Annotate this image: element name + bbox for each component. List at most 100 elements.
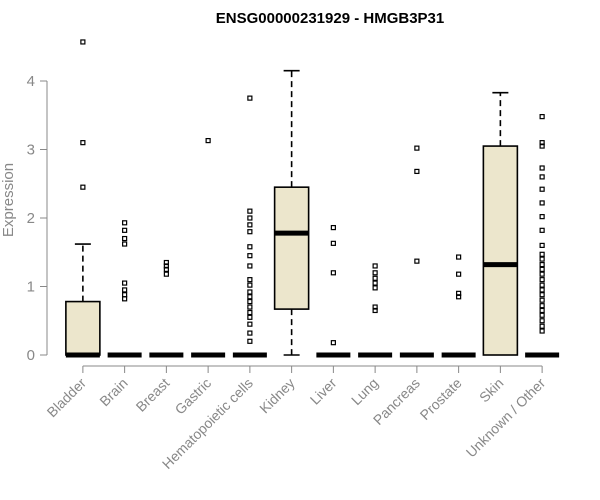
box-group — [65, 39, 101, 358]
outlier-point — [247, 338, 253, 344]
outlier-point — [247, 330, 253, 336]
outlier-point — [205, 137, 211, 144]
outlier-point — [414, 145, 420, 151]
x-tick-label: Prostate — [417, 375, 465, 423]
outlier-point — [539, 292, 545, 298]
y-tick-label: 3 — [27, 142, 35, 159]
outlier-point — [372, 304, 378, 310]
y-tick-label: 2 — [27, 210, 35, 227]
y-tick-label: 1 — [27, 279, 35, 296]
x-tick-label: Unknown / Other — [463, 375, 549, 461]
outlier-point — [330, 340, 336, 346]
box-group — [525, 114, 560, 358]
outlier-point — [247, 298, 253, 305]
outlier-point — [539, 251, 545, 257]
outlier-point — [539, 277, 545, 283]
outlier-point — [330, 240, 336, 246]
outlier-point — [247, 263, 253, 269]
outlier-point — [247, 244, 253, 250]
box-group — [482, 91, 519, 356]
outlier-point — [122, 280, 128, 286]
outlier-point — [539, 282, 545, 288]
box — [482, 145, 519, 356]
outlier-point — [122, 292, 128, 298]
outlier-point — [372, 275, 378, 281]
y-axis: 0 1 2 3 4 — [27, 73, 48, 364]
outlier-point — [414, 258, 420, 264]
outlier-point — [122, 287, 128, 293]
outlier-point — [247, 314, 253, 320]
outlier-point — [539, 214, 545, 220]
outlier-point — [247, 229, 253, 235]
outlier-point — [539, 307, 545, 314]
outlier-point — [539, 242, 545, 248]
y-tick-label: 0 — [27, 347, 35, 364]
outlier-point — [247, 321, 253, 327]
x-tick-label: Bladder — [44, 375, 90, 421]
chart-title: ENSG00000231929 - HMGB3P31 — [216, 10, 444, 27]
x-tick-label: Lung — [348, 375, 381, 408]
outlier-point — [539, 200, 545, 206]
outlier-point — [539, 297, 545, 303]
outlier-point — [247, 222, 253, 228]
box — [273, 186, 310, 310]
outlier-point — [247, 95, 253, 101]
outlier-point — [456, 271, 462, 277]
outlier-point — [247, 277, 253, 283]
outlier-point — [539, 140, 545, 146]
outlier-point — [414, 168, 420, 175]
outlier-point — [122, 220, 128, 226]
outlier-point — [247, 215, 253, 221]
box-group — [191, 137, 226, 358]
outlier-point — [539, 266, 545, 272]
outlier-point — [163, 271, 169, 277]
outlier-point — [330, 270, 336, 276]
outlier-point — [80, 39, 86, 45]
outlier-point — [372, 280, 378, 286]
outlier-point — [247, 309, 253, 316]
outlier-point — [163, 259, 169, 266]
box-group — [149, 259, 184, 358]
outlier-point — [539, 261, 545, 268]
outlier-point — [539, 303, 545, 309]
outlier-point — [330, 224, 336, 231]
outlier-point — [247, 253, 253, 259]
y-tick-label: 4 — [27, 73, 35, 90]
outlier-point — [539, 186, 545, 192]
outlier-point — [372, 285, 378, 291]
outlier-point — [247, 294, 253, 300]
box-group — [273, 69, 310, 356]
outlier-point — [539, 114, 545, 120]
x-tick-label: Brain — [96, 375, 130, 409]
outlier-point — [456, 254, 462, 260]
outlier-point — [372, 263, 378, 269]
outlier-point — [122, 296, 128, 302]
box-group — [399, 145, 434, 358]
outlier-point — [122, 227, 128, 233]
outlier-point — [539, 312, 545, 318]
outlier-point — [372, 270, 378, 276]
outlier-point — [539, 271, 545, 277]
outlier-point — [539, 287, 545, 293]
outlier-point — [539, 256, 545, 262]
outlier-point — [80, 184, 86, 190]
outlier-point — [539, 323, 545, 329]
outlier-point — [456, 290, 462, 296]
x-tick-label: Breast — [133, 375, 173, 415]
outlier-point — [539, 227, 545, 233]
outlier-point — [247, 289, 253, 295]
box-group — [358, 263, 393, 358]
outlier-point — [247, 304, 253, 310]
outlier-point — [539, 328, 545, 334]
outlier-point — [539, 174, 545, 180]
box-group — [316, 224, 351, 358]
x-tick-label: Skin — [476, 375, 507, 406]
outlier-point — [122, 235, 128, 242]
outlier-point — [80, 140, 86, 146]
box-group — [232, 95, 267, 358]
outlier-point — [122, 241, 128, 247]
x-tick-label: Liver — [307, 375, 340, 408]
plot-area — [65, 39, 560, 358]
